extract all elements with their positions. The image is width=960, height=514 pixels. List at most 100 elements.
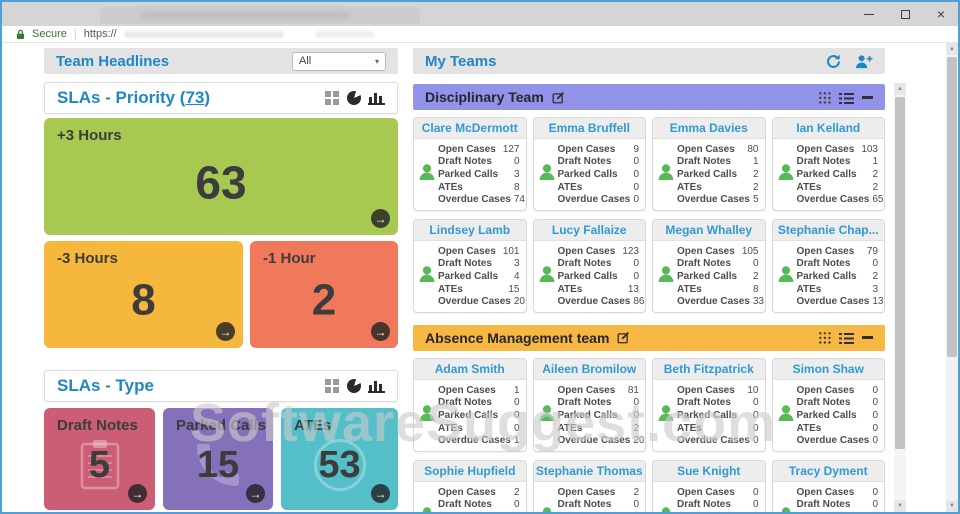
member-card[interactable]: Sophie Hupfield Open Cases <box>413 459 527 512</box>
scroll-down-icon[interactable]: ▼ <box>894 500 906 512</box>
stat-row: Draft Notes 0 <box>558 156 640 169</box>
member-card[interactable]: Sue Knight Open Cases <box>652 459 766 512</box>
pie-chart-icon[interactable] <box>347 379 361 393</box>
edit-icon[interactable] <box>552 91 565 104</box>
stat-value: 0 <box>872 435 878 447</box>
stat-row: ATEs 0 <box>797 422 879 435</box>
member-stats: Open Cases 81 Draft Notes 0 <box>558 384 645 447</box>
stat-label: Open Cases <box>557 143 616 155</box>
member-card[interactable]: Emma Davies Open Cases <box>652 117 766 211</box>
grid-view-icon[interactable] <box>818 90 831 104</box>
scrollbar-thumb[interactable] <box>947 57 957 357</box>
type-card-ates[interactable]: ATEs 53 → <box>281 408 398 510</box>
stat-value: 127 <box>502 143 520 155</box>
arrow-circle-button[interactable]: → <box>371 484 390 503</box>
member-name: Stephanie Chap... <box>772 219 884 241</box>
team-header[interactable]: Disciplinary Team <box>413 84 885 110</box>
maximize-button[interactable] <box>894 4 916 24</box>
user-avatar-icon <box>777 506 795 512</box>
member-card[interactable]: Ian Kelland Open Cases <box>771 117 885 211</box>
scrollbar-thumb[interactable] <box>895 97 905 449</box>
stat-row: Overdue Cases 20 <box>558 434 645 447</box>
member-card[interactable]: Stephanie Thomas Open Cases <box>532 459 646 512</box>
collapse-icon[interactable] <box>862 336 873 340</box>
stat-label: Parked Calls <box>796 168 857 180</box>
type-card-draft-notes[interactable]: Draft Notes 5 → <box>44 408 155 510</box>
stat-label: Overdue Cases <box>677 435 750 447</box>
stat-label: ATEs <box>677 283 702 295</box>
browser-tab[interactable] <box>100 6 420 24</box>
priority-count-link[interactable]: 73 <box>185 88 205 107</box>
sla-card-minus3[interactable]: -3 Hours 8 → <box>44 241 243 348</box>
stat-value: 0 <box>633 258 639 270</box>
bar-chart-icon[interactable] <box>368 379 385 393</box>
arrow-circle-button[interactable]: → <box>246 484 265 503</box>
list-view-icon[interactable] <box>839 332 854 345</box>
stat-label: Draft Notes <box>557 156 612 168</box>
team-headlines-title: Team Headlines <box>56 52 170 70</box>
sla-card-minus1[interactable]: -1 Hour 2 → <box>250 241 398 348</box>
arrow-circle-button[interactable]: → <box>128 484 147 503</box>
stat-value: 2 <box>872 270 878 282</box>
grid-view-icon[interactable] <box>818 331 831 345</box>
stat-value: 105 <box>741 245 759 257</box>
stat-value: 86 <box>633 296 645 308</box>
edit-icon[interactable] <box>617 331 630 344</box>
list-view-icon[interactable] <box>839 92 854 104</box>
scroll-up-icon[interactable]: ▲ <box>894 83 906 95</box>
member-card[interactable]: Clare McDermott Open Cases <box>413 117 527 211</box>
member-card[interactable]: Megan Whalley Open Cases <box>652 218 766 313</box>
close-button[interactable]: × <box>936 6 946 22</box>
stat-row: Parked Calls 0 <box>677 409 759 422</box>
stat-value: 3 <box>513 168 520 180</box>
sla-card-plus3[interactable]: +3 Hours 63 → <box>44 118 398 235</box>
member-card[interactable]: Simon Shaw Open Cases <box>771 357 885 452</box>
member-card[interactable]: Tracy Dyment Open Cases <box>771 459 885 512</box>
stat-value: 0 <box>872 258 878 270</box>
member-card[interactable]: Lindsey Lamb Open Cases <box>413 218 527 313</box>
teams-scrollbar[interactable]: ▲ ▼ <box>894 83 906 512</box>
sla-card-label: -1 Hour <box>263 250 316 267</box>
collapse-icon[interactable] <box>862 95 873 99</box>
grid-view-icon[interactable] <box>325 91 340 105</box>
grid-view-icon[interactable] <box>325 379 340 393</box>
stat-value: 20 <box>633 435 645 447</box>
pie-chart-icon[interactable] <box>347 91 361 105</box>
page-scrollbar[interactable]: ▲ ▼ <box>946 43 958 512</box>
ring-icon <box>313 439 366 491</box>
member-card[interactable]: Lucy Fallaize Open Cases <box>532 218 646 313</box>
stat-row: Overdue Cases 65 <box>797 193 884 206</box>
bar-chart-icon[interactable] <box>368 91 385 105</box>
member-stats: Open Cases 2 Draft Notes 0 <box>438 486 520 512</box>
member-card[interactable]: Emma Bruffell Open Cases <box>532 117 646 211</box>
member-grid: Clare McDermott Open Cases <box>413 117 885 313</box>
add-person-icon[interactable] <box>854 54 873 69</box>
stat-row: Draft Notes 0 <box>438 397 520 410</box>
stat-value: 3 <box>872 283 878 295</box>
stat-label: Draft Notes <box>796 156 851 168</box>
address-bar[interactable]: Secure | https:// <box>2 26 958 43</box>
stat-row: Draft Notes 1 <box>797 156 879 169</box>
team-filter-select[interactable]: All ▾ <box>292 51 386 71</box>
member-card[interactable]: Beth Fitzpatrick Open Cases <box>652 357 766 452</box>
user-avatar-icon <box>657 265 675 283</box>
member-stats: Open Cases 9 Draft Notes 0 <box>558 143 640 206</box>
member-card[interactable]: Stephanie Chap... Open Cases <box>771 218 885 313</box>
minimize-button[interactable] <box>858 4 880 24</box>
stat-row: Overdue Cases 33 <box>677 295 764 308</box>
stat-row: ATEs 8 <box>677 283 759 296</box>
refresh-icon[interactable] <box>826 54 841 69</box>
arrow-circle-button[interactable]: → <box>371 209 390 228</box>
scroll-down-icon[interactable]: ▼ <box>946 500 958 512</box>
scroll-up-icon[interactable]: ▲ <box>946 43 958 55</box>
type-card-parked-calls[interactable]: Parked Calls 15 → <box>163 408 273 510</box>
member-card[interactable]: Aileen Bromilow Open Cases <box>532 357 646 452</box>
stat-value: 2 <box>633 422 639 434</box>
stat-label: Overdue Cases <box>557 296 631 308</box>
stat-value: 0 <box>752 422 759 434</box>
team-header[interactable]: Absence Management team <box>413 324 885 351</box>
member-card[interactable]: Adam Smith Open Cases <box>413 357 527 452</box>
arrow-circle-button[interactable]: → <box>371 322 390 341</box>
arrow-circle-button[interactable]: → <box>216 322 235 341</box>
my-teams-title: My Teams <box>425 52 497 70</box>
